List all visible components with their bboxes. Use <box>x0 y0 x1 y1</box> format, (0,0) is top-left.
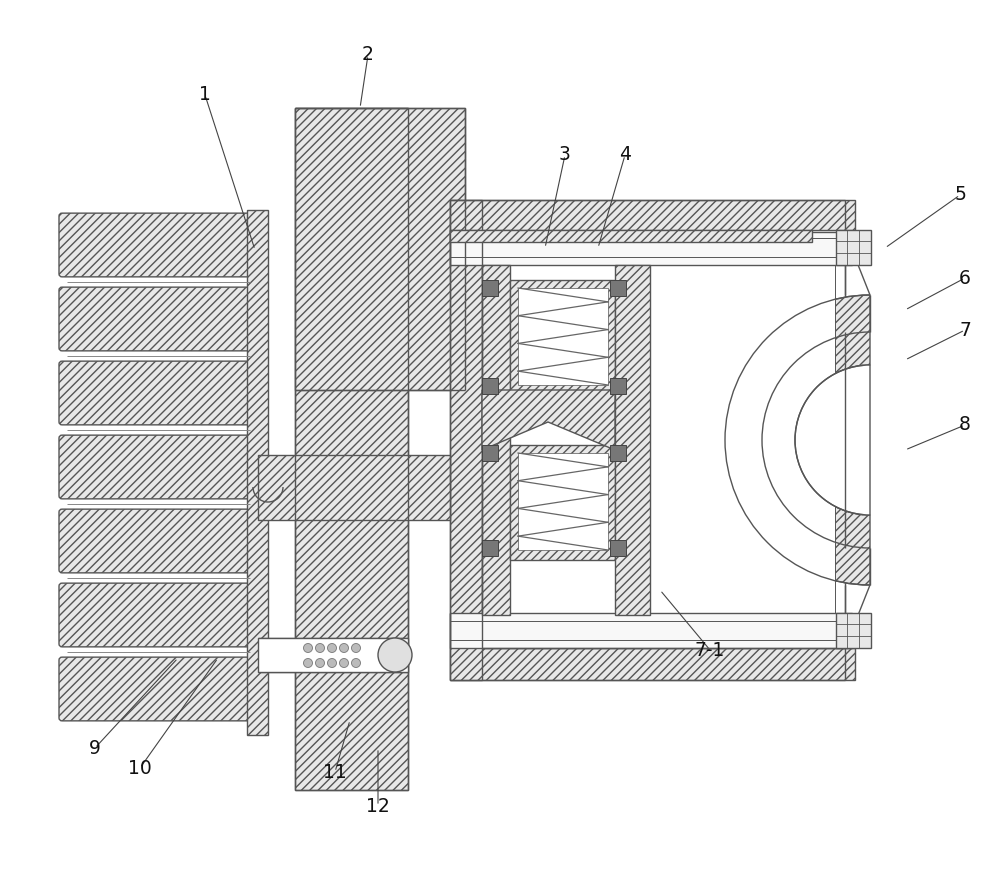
Circle shape <box>378 638 412 672</box>
Text: 4: 4 <box>619 145 631 165</box>
Bar <box>450 200 482 680</box>
Circle shape <box>304 658 313 667</box>
Bar <box>258 638 408 672</box>
Text: 10: 10 <box>128 758 152 778</box>
Circle shape <box>352 658 361 667</box>
Text: 11: 11 <box>323 763 347 781</box>
FancyBboxPatch shape <box>59 509 258 573</box>
Bar <box>650 232 835 648</box>
Bar <box>450 200 855 232</box>
Bar <box>482 540 498 556</box>
Bar <box>610 445 626 461</box>
Bar <box>836 230 871 265</box>
Text: 5: 5 <box>954 185 966 205</box>
Text: 7-1: 7-1 <box>695 641 725 659</box>
Text: 12: 12 <box>366 797 390 815</box>
Circle shape <box>352 643 361 652</box>
Circle shape <box>340 658 349 667</box>
Bar <box>450 613 852 648</box>
Bar <box>836 613 871 648</box>
Bar <box>610 378 626 394</box>
Text: 7: 7 <box>959 321 971 339</box>
Bar <box>450 230 852 265</box>
Bar <box>450 230 812 242</box>
Bar <box>482 232 845 648</box>
Circle shape <box>328 643 337 652</box>
Bar <box>295 108 465 390</box>
Bar <box>450 648 855 680</box>
FancyBboxPatch shape <box>59 435 258 499</box>
Bar <box>247 210 268 735</box>
Text: 6: 6 <box>959 268 971 288</box>
Wedge shape <box>795 365 870 515</box>
Circle shape <box>340 643 349 652</box>
Circle shape <box>316 658 325 667</box>
Bar <box>295 108 408 790</box>
Circle shape <box>316 643 325 652</box>
Circle shape <box>304 643 313 652</box>
Bar <box>610 540 626 556</box>
Wedge shape <box>725 295 870 585</box>
Bar <box>518 288 608 385</box>
Bar <box>610 280 626 296</box>
FancyBboxPatch shape <box>59 583 258 647</box>
FancyBboxPatch shape <box>59 361 258 425</box>
Bar <box>518 453 608 550</box>
FancyBboxPatch shape <box>59 287 258 351</box>
Bar <box>510 445 615 560</box>
Bar <box>510 280 615 395</box>
Text: 8: 8 <box>959 415 971 435</box>
Text: 3: 3 <box>559 145 571 165</box>
Text: 2: 2 <box>362 45 374 64</box>
Bar <box>258 455 450 520</box>
Polygon shape <box>482 390 615 450</box>
Bar <box>482 445 498 461</box>
FancyBboxPatch shape <box>59 213 258 277</box>
Bar <box>615 265 650 615</box>
Bar <box>482 265 510 615</box>
Bar <box>482 280 498 296</box>
Circle shape <box>328 658 337 667</box>
FancyBboxPatch shape <box>59 658 258 721</box>
Text: 9: 9 <box>89 739 101 757</box>
Text: 1: 1 <box>199 86 211 104</box>
Bar <box>482 378 498 394</box>
